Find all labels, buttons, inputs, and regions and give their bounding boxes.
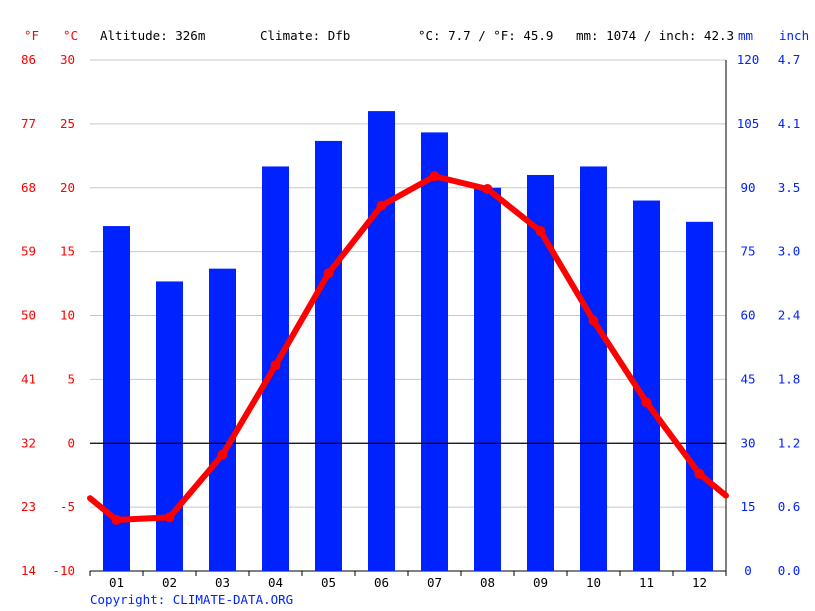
precipitation-bar: [474, 187, 501, 571]
celsius-tick-label: -5: [60, 499, 75, 514]
mm-tick-label: 45: [740, 371, 755, 386]
temperature-point: [376, 200, 387, 211]
inch-tick-label: 3.0: [778, 244, 801, 259]
temperature-point: [694, 468, 705, 479]
mm-tick-label: 90: [740, 180, 755, 195]
mm-tick-label: 30: [740, 435, 755, 450]
temperature-point: [111, 514, 122, 525]
month-label: 02: [162, 575, 177, 590]
month-label: 07: [427, 575, 442, 590]
temperature-line-layer: [87, 171, 729, 525]
celsius-tick-label: 30: [60, 52, 75, 67]
celsius-tick-label: 10: [60, 308, 75, 323]
inch-tick-label: 0.0: [778, 563, 801, 578]
precipitation-bar: [209, 268, 236, 571]
fahrenheit-tick-label: 14: [21, 563, 36, 578]
month-label: 03: [215, 575, 230, 590]
average-temperature-label: °C: 7.7 / °F: 45.9: [418, 28, 553, 43]
temperature-point: [270, 360, 281, 371]
month-label: 01: [109, 575, 124, 590]
fahrenheit-tick-label: 68: [21, 180, 36, 195]
celsius-tick-label: 15: [60, 244, 75, 259]
inch-tick-label: 3.5: [778, 180, 801, 195]
inch-tick-label: 1.2: [778, 435, 801, 450]
month-label: 12: [692, 575, 707, 590]
celsius-tick-label: 0: [67, 435, 75, 450]
month-label: 04: [268, 575, 283, 590]
fahrenheit-tick-label: 77: [21, 116, 36, 131]
fahrenheit-tick-label: 59: [21, 244, 36, 259]
temperature-point: [429, 171, 440, 182]
temperature-point: [323, 268, 334, 279]
mm-tick-label: 120: [737, 52, 760, 67]
celsius-unit-label: °C: [63, 28, 78, 43]
celsius-tick-label: 20: [60, 180, 75, 195]
precipitation-bars: [103, 111, 713, 572]
temperature-point: [588, 315, 599, 326]
mm-unit-label: mm: [738, 28, 753, 43]
inch-tick-label: 4.1: [778, 116, 801, 131]
month-label: 09: [533, 575, 548, 590]
temperature-point: [535, 226, 546, 237]
mm-tick-label: 60: [740, 308, 755, 323]
mm-tick-label: 0: [744, 563, 752, 578]
temperature-point: [482, 184, 493, 195]
precipitation-bar: [421, 132, 448, 571]
temperature-line: [87, 173, 729, 523]
mm-tick-label: 105: [737, 116, 760, 131]
fahrenheit-tick-label: 32: [21, 435, 36, 450]
precipitation-bar: [686, 221, 713, 572]
month-label: 05: [321, 575, 336, 590]
month-label: 11: [639, 575, 654, 590]
fahrenheit-tick-label: 86: [21, 52, 36, 67]
temperature-point: [164, 512, 175, 523]
precipitation-bar: [315, 140, 342, 572]
precipitation-bar: [368, 111, 395, 571]
celsius-tick-label: 5: [67, 371, 75, 386]
copyright-label: Copyright: CLIMATE-DATA.ORG: [90, 592, 293, 607]
temperature-point: [217, 449, 228, 460]
inch-tick-label: 4.7: [778, 52, 801, 67]
fahrenheit-tick-label: 23: [21, 499, 36, 514]
inch-tick-label: 1.8: [778, 371, 801, 386]
precipitation-bar: [156, 281, 183, 571]
month-label: 10: [586, 575, 601, 590]
mm-tick-label: 15: [740, 499, 755, 514]
mm-tick-label: 75: [740, 244, 755, 259]
climate-label: Climate: Dfb: [260, 28, 350, 43]
month-label: 08: [480, 575, 495, 590]
month-label: 06: [374, 575, 389, 590]
inch-tick-label: 2.4: [778, 308, 801, 323]
celsius-tick-label: -10: [52, 563, 75, 578]
inch-tick-label: 0.6: [778, 499, 801, 514]
altitude-label: Altitude: 326m: [100, 28, 205, 43]
temperature-point: [641, 397, 652, 408]
fahrenheit-unit-label: °F: [24, 28, 39, 43]
inch-unit-label: inch: [779, 28, 809, 43]
fahrenheit-tick-label: 41: [21, 371, 36, 386]
precipitation-bar: [580, 166, 607, 572]
axis-tick-labels: -10 14 -5 23 0 32 5 41 10 50 15 59 20 68 25 77 30 86 0 0.0 1…: [21, 52, 800, 590]
celsius-tick-label: 25: [60, 116, 75, 131]
total-precipitation-label: mm: 1074 / inch: 42.3: [576, 28, 734, 43]
fahrenheit-tick-label: 50: [21, 308, 36, 323]
